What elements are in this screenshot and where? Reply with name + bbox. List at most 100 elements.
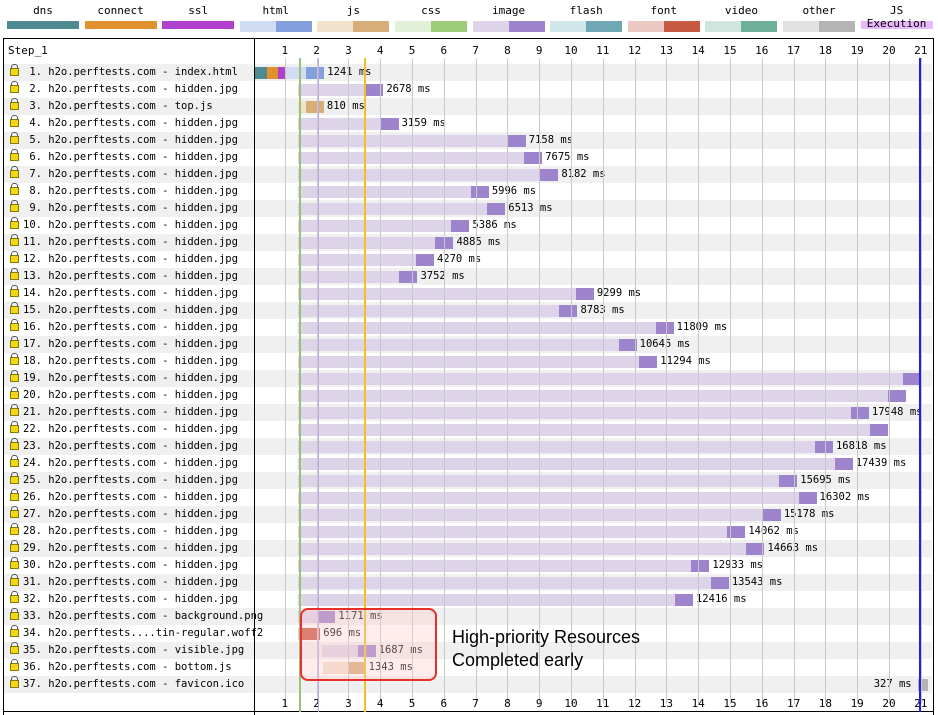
table-row[interactable]: 32. h2o.perftests.com - hidden.jpg 12416 … <box>4 591 932 608</box>
table-row[interactable]: 28. h2o.perftests.com - hidden.jpg 14062 … <box>4 523 932 540</box>
request-label[interactable]: 4. h2o.perftests.com - hidden.jpg <box>10 115 238 129</box>
table-row[interactable]: 10. h2o.perftests.com - hidden.jpg 5386 m… <box>4 217 932 234</box>
table-row[interactable]: 8. h2o.perftests.com - hidden.jpg 5996 ms <box>4 183 932 200</box>
request-label[interactable]: 28. h2o.perftests.com - hidden.jpg <box>10 523 238 537</box>
request-label[interactable]: 16. h2o.perftests.com - hidden.jpg <box>10 319 238 333</box>
request-bar[interactable] <box>298 101 324 113</box>
table-row[interactable]: 17. h2o.perftests.com - hidden.jpg 10645 … <box>4 336 932 353</box>
request-bar[interactable] <box>298 560 710 572</box>
table-row[interactable]: 13. h2o.perftests.com - hidden.jpg 3752 m… <box>4 268 932 285</box>
request-bar[interactable] <box>917 679 928 691</box>
request-label[interactable]: 24. h2o.perftests.com - hidden.jpg <box>10 455 238 469</box>
table-row[interactable]: 25. h2o.perftests.com - hidden.jpg 15695 … <box>4 472 932 489</box>
request-label[interactable]: 27. h2o.perftests.com - hidden.jpg <box>10 506 238 520</box>
request-bar[interactable] <box>298 186 489 198</box>
table-row[interactable]: 12. h2o.perftests.com - hidden.jpg 4270 m… <box>4 251 932 268</box>
request-bar[interactable] <box>298 373 922 385</box>
request-label[interactable]: 22. h2o.perftests.com - hidden.jpg <box>10 421 238 435</box>
request-bar[interactable] <box>298 424 889 436</box>
table-row[interactable]: 14. h2o.perftests.com - hidden.jpg 9299 m… <box>4 285 932 302</box>
request-label[interactable]: 8. h2o.perftests.com - hidden.jpg <box>10 183 238 197</box>
request-label[interactable]: 11. h2o.perftests.com - hidden.jpg <box>10 234 238 248</box>
request-bar[interactable] <box>298 237 454 249</box>
request-bar[interactable] <box>298 322 674 334</box>
table-row[interactable]: 6. h2o.perftests.com - hidden.jpg 7675 ms <box>4 149 932 166</box>
table-row[interactable]: 20. h2o.perftests.com - hidden.jpg <box>4 387 932 404</box>
table-row[interactable]: 2. h2o.perftests.com - hidden.jpg 2678 ms <box>4 81 932 98</box>
request-label[interactable]: 17. h2o.perftests.com - hidden.jpg <box>10 336 238 350</box>
table-row[interactable]: 33. h2o.perftests.com - background.png 11… <box>4 608 932 625</box>
request-label[interactable]: 36. h2o.perftests.com - bottom.js <box>10 659 232 673</box>
table-row[interactable]: 22. h2o.perftests.com - hidden.jpg <box>4 421 932 438</box>
request-label[interactable]: 6. h2o.perftests.com - hidden.jpg <box>10 149 238 163</box>
request-label[interactable]: 20. h2o.perftests.com - hidden.jpg <box>10 387 238 401</box>
table-row[interactable]: 16. h2o.perftests.com - hidden.jpg 11809 … <box>4 319 932 336</box>
request-label[interactable]: 26. h2o.perftests.com - hidden.jpg <box>10 489 238 503</box>
request-label[interactable]: 37. h2o.perftests.com - favicon.ico <box>10 676 244 690</box>
table-row[interactable]: 37. h2o.perftests.com - favicon.ico 327 m… <box>4 676 932 693</box>
request-label[interactable]: 7. h2o.perftests.com - hidden.jpg <box>10 166 238 180</box>
table-row[interactable]: 7. h2o.perftests.com - hidden.jpg 8182 ms <box>4 166 932 183</box>
request-bar[interactable] <box>298 339 637 351</box>
request-label[interactable]: 12. h2o.perftests.com - hidden.jpg <box>10 251 238 265</box>
request-label[interactable]: 19. h2o.perftests.com - hidden.jpg <box>10 370 238 384</box>
request-bar[interactable] <box>322 662 366 674</box>
request-label[interactable]: 34. h2o.perftests....tin-regular.woff2 <box>10 625 263 639</box>
table-row[interactable]: 5. h2o.perftests.com - hidden.jpg 7158 ms <box>4 132 932 149</box>
request-bar[interactable] <box>298 475 798 487</box>
table-row[interactable]: 24. h2o.perftests.com - hidden.jpg 17439 … <box>4 455 932 472</box>
request-label[interactable]: 18. h2o.perftests.com - hidden.jpg <box>10 353 238 367</box>
request-bar[interactable] <box>298 220 470 232</box>
request-bar[interactable] <box>298 84 384 96</box>
table-row[interactable]: 19. h2o.perftests.com - hidden.jpg <box>4 370 932 387</box>
request-label[interactable]: 23. h2o.perftests.com - hidden.jpg <box>10 438 238 452</box>
table-row[interactable]: 30. h2o.perftests.com - hidden.jpg 12933 … <box>4 557 932 574</box>
request-label[interactable]: 30. h2o.perftests.com - hidden.jpg <box>10 557 238 571</box>
request-bar[interactable] <box>298 526 746 538</box>
request-bar[interactable] <box>298 594 693 606</box>
request-bar[interactable] <box>298 492 817 504</box>
table-row[interactable]: 21. h2o.perftests.com - hidden.jpg 17948 … <box>4 404 932 421</box>
request-label[interactable]: 29. h2o.perftests.com - hidden.jpg <box>10 540 238 554</box>
request-label[interactable]: 14. h2o.perftests.com - hidden.jpg <box>10 285 238 299</box>
table-row[interactable]: 11. h2o.perftests.com - hidden.jpg 4885 m… <box>4 234 932 251</box>
request-bar[interactable] <box>298 390 906 402</box>
request-label[interactable]: 31. h2o.perftests.com - hidden.jpg <box>10 574 238 588</box>
request-label[interactable]: 1. h2o.perftests.com - index.html <box>10 64 238 78</box>
table-row[interactable]: 29. h2o.perftests.com - hidden.jpg 14663 … <box>4 540 932 557</box>
table-row[interactable]: 9. h2o.perftests.com - hidden.jpg 6513 ms <box>4 200 932 217</box>
request-label[interactable]: 35. h2o.perftests.com - visible.jpg <box>10 642 244 656</box>
request-bar[interactable] <box>298 135 526 147</box>
request-bar[interactable] <box>298 118 399 130</box>
table-row[interactable]: 36. h2o.perftests.com - bottom.js 1343 ms <box>4 659 932 676</box>
request-bar[interactable] <box>298 407 869 419</box>
request-label[interactable]: 33. h2o.perftests.com - background.png <box>10 608 263 622</box>
table-row[interactable]: 23. h2o.perftests.com - hidden.jpg 16818 … <box>4 438 932 455</box>
request-bar[interactable] <box>298 271 418 283</box>
request-bar[interactable] <box>284 67 325 79</box>
request-bar[interactable] <box>298 356 658 368</box>
table-row[interactable]: 35. h2o.perftests.com - visible.jpg 1687 … <box>4 642 932 659</box>
request-bar[interactable] <box>298 543 765 555</box>
request-label[interactable]: 2. h2o.perftests.com - hidden.jpg <box>10 81 238 95</box>
request-label[interactable]: 21. h2o.perftests.com - hidden.jpg <box>10 404 238 418</box>
request-label[interactable]: 9. h2o.perftests.com - hidden.jpg <box>10 200 238 214</box>
request-bar[interactable] <box>298 288 594 300</box>
request-bar[interactable] <box>298 458 853 470</box>
request-bar[interactable] <box>298 441 833 453</box>
request-bar[interactable] <box>298 152 543 164</box>
request-bar[interactable] <box>298 203 506 215</box>
request-bar[interactable] <box>298 628 321 640</box>
request-label[interactable]: 15. h2o.perftests.com - hidden.jpg <box>10 302 238 316</box>
request-bar[interactable] <box>298 305 578 317</box>
table-row[interactable]: 31. h2o.perftests.com - hidden.jpg 13543 … <box>4 574 932 591</box>
request-label[interactable]: 25. h2o.perftests.com - hidden.jpg <box>10 472 238 486</box>
request-bar[interactable] <box>298 577 729 589</box>
request-label[interactable]: 13. h2o.perftests.com - hidden.jpg <box>10 268 238 282</box>
table-row[interactable]: 3. h2o.perftests.com - top.js 810 ms <box>4 98 932 115</box>
request-label[interactable]: 10. h2o.perftests.com - hidden.jpg <box>10 217 238 231</box>
request-label[interactable]: 5. h2o.perftests.com - hidden.jpg <box>10 132 238 146</box>
request-label[interactable]: 3. h2o.perftests.com - top.js <box>10 98 213 112</box>
table-row[interactable]: 34. h2o.perftests....tin-regular.woff2 69… <box>4 625 932 642</box>
